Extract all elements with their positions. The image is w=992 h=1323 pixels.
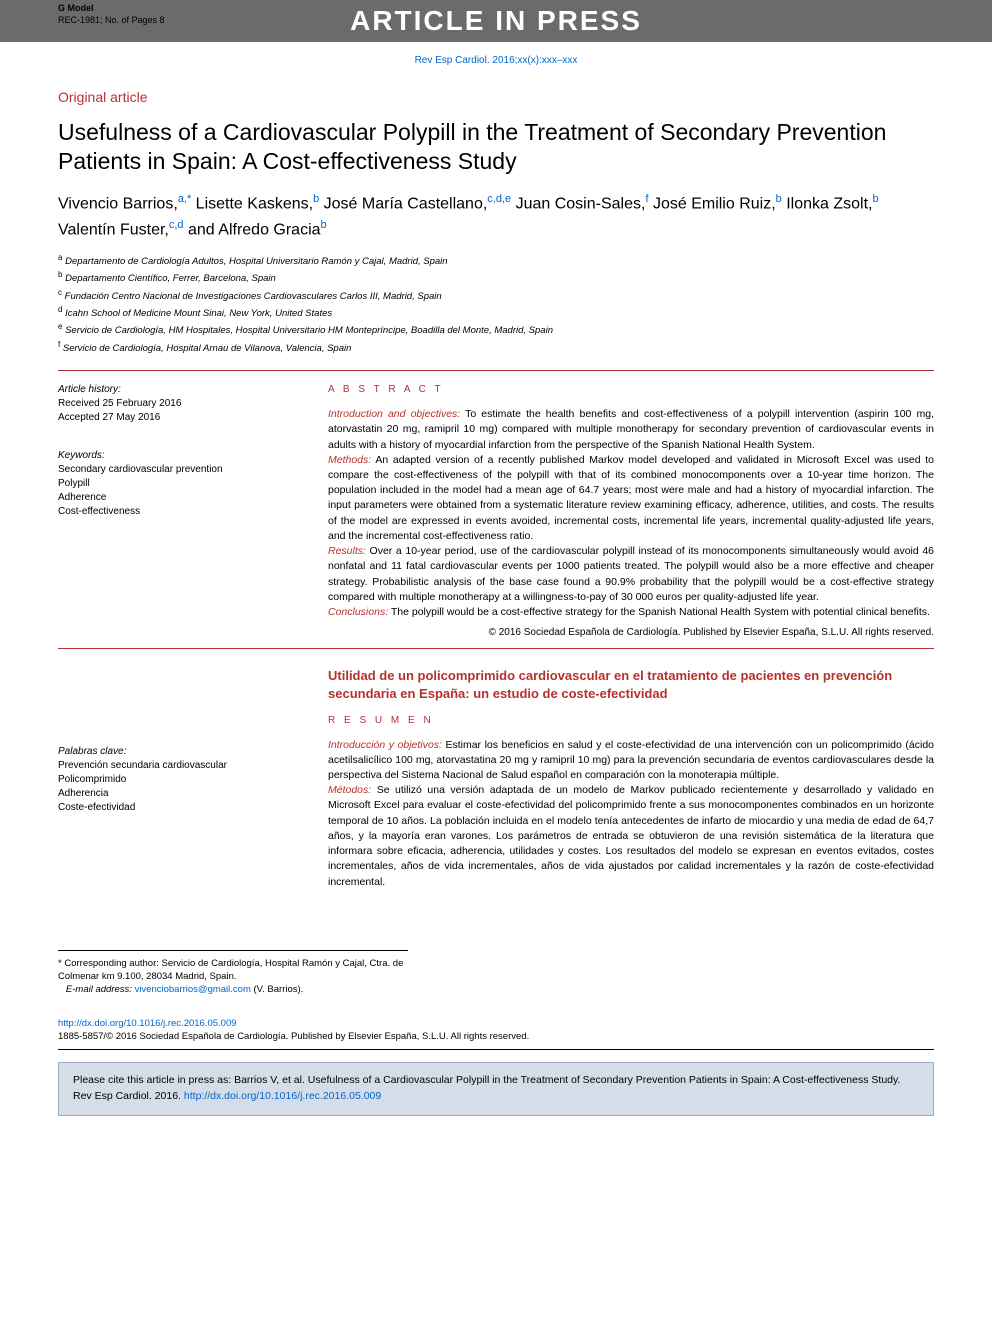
corresponding-author: * Corresponding author: Servicio de Card… [58, 950, 408, 997]
history-accepted: Accepted 27 May 2016 [58, 411, 298, 425]
methods-text: An adapted version of a recently publish… [328, 454, 934, 542]
citation-link[interactable]: Rev Esp Cardiol. 2016;xx(x):xxx–xxx [415, 55, 578, 66]
resumen-heading: R E S U M E N [328, 714, 934, 728]
es-methods-text: Se utilizó una versión adaptada de un mo… [328, 784, 934, 887]
corr-marker: * [58, 958, 62, 969]
article-title: Usefulness of a Cardiovascular Polypill … [58, 118, 934, 178]
watermark-text: ARTICLE IN PRESS [350, 1, 642, 40]
keyword: Adherence [58, 491, 298, 505]
history-received: Received 25 February 2016 [58, 397, 298, 411]
divider [58, 370, 934, 371]
results-text: Over a 10-year period, use of the cardio… [328, 545, 934, 603]
spanish-title: Utilidad de un policomprimido cardiovasc… [328, 667, 934, 703]
intro-label: Introduction and objectives: [328, 408, 460, 420]
results-label: Results: [328, 545, 366, 557]
doi-section: http://dx.doi.org/10.1016/j.rec.2016.05.… [58, 1017, 934, 1051]
es-intro-label: Introducción y objetivos: [328, 739, 442, 751]
email-label: E-mail address: [66, 984, 132, 995]
conclusions-label: Conclusions: [328, 606, 388, 618]
corr-text: Corresponding author: Servicio de Cardio… [58, 958, 403, 982]
keywords-label: Keywords: [58, 449, 298, 463]
header-bar: G Model REC-1981; No. of Pages 8 ARTICLE… [0, 0, 992, 42]
journal-citation[interactable]: Rev Esp Cardiol. 2016;xx(x):xxx–xxx [0, 54, 992, 68]
cite-box: Please cite this article in press as: Ba… [58, 1062, 934, 1116]
abstract-body: Introduction and objectives: To estimate… [328, 407, 934, 620]
palabra: Policomprimido [58, 773, 298, 787]
abstract-heading: A B S T R A C T [328, 383, 934, 397]
palabra: Prevención secundaria cardiovascular [58, 759, 298, 773]
keyword: Cost-effectiveness [58, 505, 298, 519]
issn-line: 1885-5857/© 2016 Sociedad Española de Ca… [58, 1031, 529, 1042]
affiliations: a Departamento de Cardiología Adultos, H… [58, 252, 934, 356]
author-list: Vivencio Barrios,a,* Lisette Kaskens,b J… [58, 191, 934, 242]
email-link[interactable]: vivenciobarrios@gmail.com [135, 984, 251, 995]
methods-label: Methods: [328, 454, 371, 466]
resumen-body: Introducción y objetivos: Estimar los be… [328, 738, 934, 890]
keyword: Secondary cardiovascular prevention [58, 463, 298, 477]
email-name: (V. Barrios). [251, 984, 303, 995]
palabra: Coste-efectividad [58, 801, 298, 815]
palabras-label: Palabras clave: [58, 745, 298, 759]
cite-link[interactable]: http://dx.doi.org/10.1016/j.rec.2016.05.… [184, 1090, 381, 1102]
es-methods-label: Métodos: [328, 784, 371, 796]
copyright-en: © 2016 Sociedad Española de Cardiología.… [328, 626, 934, 640]
palabra: Adherencia [58, 787, 298, 801]
keyword: Polypill [58, 477, 298, 491]
gmodel-label: G Model [58, 2, 94, 15]
history-label: Article history: [58, 383, 298, 397]
doi-link[interactable]: http://dx.doi.org/10.1016/j.rec.2016.05.… [58, 1018, 237, 1029]
article-type: Original article [58, 88, 934, 108]
divider [58, 648, 934, 649]
gmodel-sub: REC-1981; No. of Pages 8 [58, 14, 165, 27]
conclusions-text: The polypill would be a cost-effective s… [388, 606, 930, 618]
